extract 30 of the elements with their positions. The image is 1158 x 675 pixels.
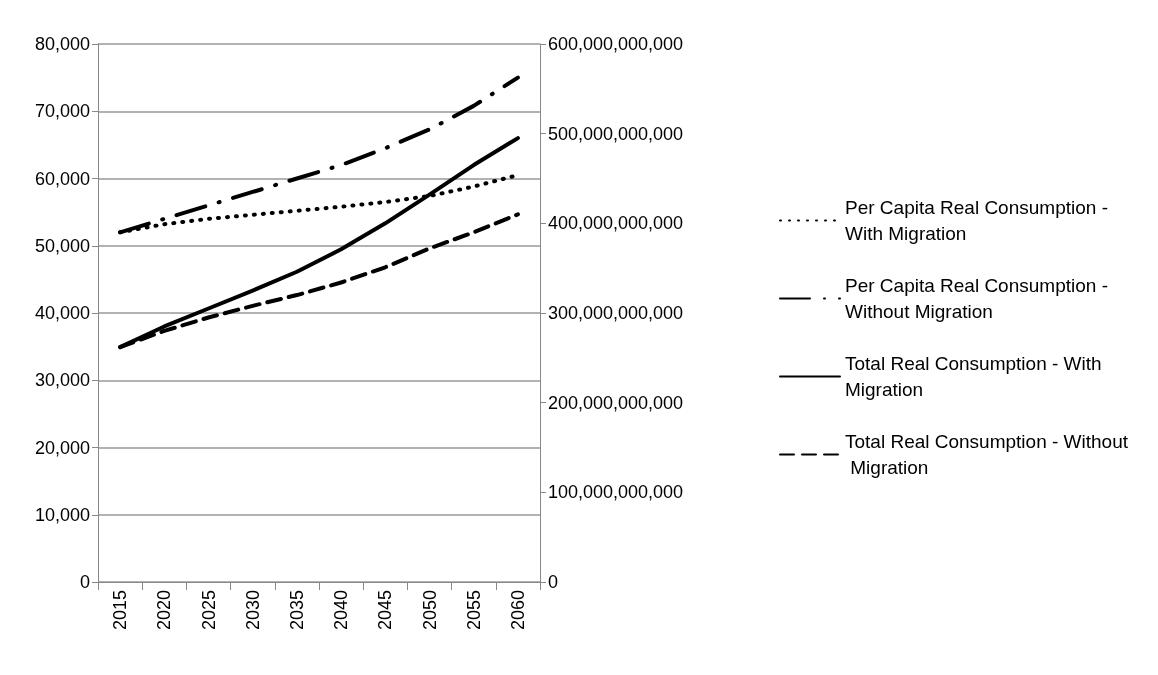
x-tick-label: 2045 — [375, 590, 396, 631]
x-tick-label: 2050 — [419, 590, 440, 631]
y-tick-label: 40,000 — [34, 303, 90, 323]
y2-tick-label: 300,000,000,000 — [548, 303, 684, 323]
y-tick-label: 0 — [79, 572, 90, 592]
x-tick-label: 2055 — [463, 590, 484, 631]
legend-label: Total Real Consumption - Without Migration — [845, 431, 1129, 478]
x-tick-label: 2035 — [286, 590, 307, 631]
x-tick-label: 2040 — [331, 590, 352, 631]
y2-tick-label: 500,000,000,000 — [548, 123, 684, 144]
legend-label: Per Capita Real Consumption - Without Migration — [845, 275, 1114, 322]
y-tick-label: 60,000 — [34, 168, 90, 189]
y-tick-label: 70,000 — [34, 101, 90, 122]
y-tick-label: 10,000 — [34, 504, 90, 525]
x-tick-label: 2030 — [242, 590, 263, 631]
y2-tick-label: 400,000,000,000 — [548, 213, 684, 234]
legend-label: Per Capita Real Consumption - With Migration — [845, 197, 1114, 244]
x-tick-label: 2025 — [198, 590, 219, 631]
y2-tick-label: 0 — [548, 572, 559, 592]
y2-tick-label: 600,000,000,000 — [548, 34, 684, 54]
legend-label: Total Real Consumption - With Migration — [845, 353, 1107, 400]
y-tick-label: 50,000 — [34, 235, 90, 256]
y-tick-label: 30,000 — [34, 370, 90, 391]
y-tick-label: 80,000 — [34, 34, 90, 54]
x-tick-label: 2015 — [110, 590, 131, 631]
y2-tick-label: 200,000,000,000 — [548, 392, 684, 413]
x-tick-label: 2020 — [154, 590, 175, 631]
x-tick-label: 2060 — [507, 590, 528, 631]
y2-tick-label: 100,000,000,000 — [548, 482, 684, 503]
y-tick-label: 20,000 — [34, 437, 90, 458]
